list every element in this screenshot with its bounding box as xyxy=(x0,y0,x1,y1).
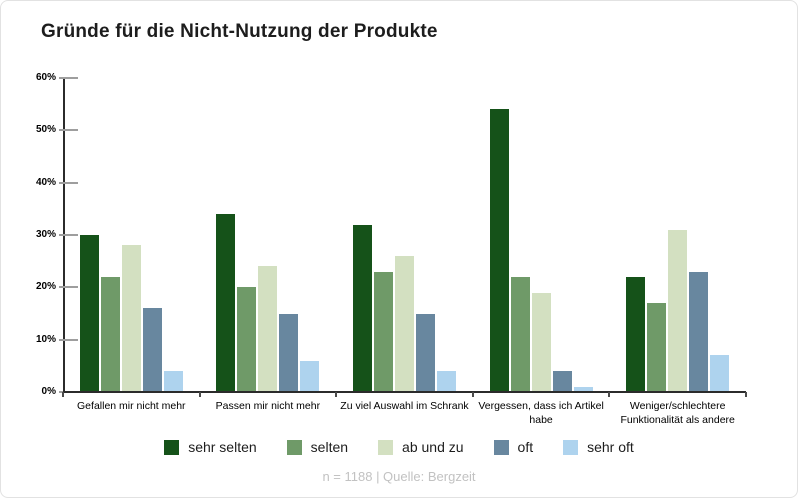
x-tick xyxy=(745,392,747,397)
footer-note: n = 1188 | Quelle: Bergzeit xyxy=(322,469,476,484)
legend-label: oft xyxy=(517,439,534,455)
bar-sehr-selten xyxy=(352,224,372,392)
bar-group xyxy=(63,78,200,392)
y-tick xyxy=(59,338,78,341)
bar-sehr-selten xyxy=(216,214,236,392)
bar-sehr-oft xyxy=(300,360,320,392)
y-tick-label: 10% xyxy=(35,333,56,345)
bar-group xyxy=(336,78,473,392)
bar-oft xyxy=(689,271,709,392)
y-tick-label: 50% xyxy=(35,124,56,136)
bar-oft xyxy=(142,308,162,392)
legend-swatch-icon xyxy=(563,439,579,455)
bar-sehr-oft xyxy=(573,386,593,392)
bar-group xyxy=(200,78,337,392)
legend-item: ab und zu xyxy=(378,439,464,455)
x-category-label: Vergessen, dass ich Artikel habe xyxy=(478,400,604,426)
legend-item: oft xyxy=(493,439,534,455)
y-tick xyxy=(59,129,78,132)
bar-ab-und-zu xyxy=(258,266,278,392)
y-tick-label: 20% xyxy=(35,281,56,293)
bar-sehr-oft xyxy=(710,355,730,392)
bar-sehr-oft xyxy=(163,371,183,392)
legend-label: sehr oft xyxy=(587,439,634,455)
y-tick xyxy=(59,77,78,79)
legend-swatch-icon xyxy=(493,439,509,455)
bar-sehr-selten xyxy=(79,235,99,392)
bar-ab-und-zu xyxy=(668,229,688,392)
x-category-label: Passen mir nicht mehr xyxy=(215,400,321,412)
bar-ab-und-zu xyxy=(531,292,551,392)
legend-item: selten xyxy=(286,439,349,455)
bar-selten xyxy=(510,276,530,392)
x-axis-line xyxy=(63,391,746,393)
legend-label: sehr selten xyxy=(188,439,257,455)
y-tick-label: 60% xyxy=(35,72,56,83)
legend-label: ab und zu xyxy=(402,439,464,455)
bar-selten xyxy=(373,271,393,392)
x-category-label: Zu viel Auswahl im Schrank xyxy=(340,400,469,412)
legend-label: selten xyxy=(310,439,349,455)
bar-oft xyxy=(552,371,572,392)
plot-area xyxy=(59,77,747,397)
x-category-label: Gefallen mir nicht mehr xyxy=(77,400,186,412)
chart-title: Gründe für die Nicht-Nutzung der Produkt… xyxy=(41,21,438,42)
y-tick xyxy=(59,234,78,236)
bar-groups xyxy=(63,78,746,392)
x-tick xyxy=(198,392,201,397)
y-tick-label: 30% xyxy=(35,229,56,240)
bar-oft xyxy=(415,313,435,392)
x-tick xyxy=(608,392,611,397)
legend-swatch-icon xyxy=(378,439,394,455)
bar-selten xyxy=(647,303,667,392)
bar-selten xyxy=(100,276,120,392)
bar-sehr-selten xyxy=(626,276,646,392)
legend-item: sehr oft xyxy=(563,439,634,455)
y-tick-label: 40% xyxy=(35,176,56,188)
bar-oft xyxy=(279,313,299,392)
legend-swatch-icon xyxy=(164,439,180,455)
bar-group xyxy=(609,78,746,392)
bar-sehr-oft xyxy=(436,371,456,392)
bar-selten xyxy=(237,287,257,392)
y-tick xyxy=(59,286,78,289)
legend-swatch-icon xyxy=(286,439,302,455)
x-axis-labels: Gefallen mir nicht mehr Passen mir nicht … xyxy=(63,400,746,427)
bar-sehr-selten xyxy=(489,109,509,392)
x-category-label: Weniger/schlechtere Funktionalität als a… xyxy=(620,400,735,426)
bar-group xyxy=(473,78,610,392)
bar-ab-und-zu xyxy=(394,255,414,392)
legend-item: sehr selten xyxy=(164,439,257,455)
x-tick xyxy=(335,392,338,397)
y-tick-label: 0% xyxy=(41,386,56,397)
x-tick xyxy=(62,392,64,397)
x-tick xyxy=(471,392,474,397)
legend: sehr selten selten ab und zu oft sehr oft xyxy=(1,439,797,455)
bar-ab-und-zu xyxy=(121,245,141,392)
y-tick xyxy=(59,181,78,184)
